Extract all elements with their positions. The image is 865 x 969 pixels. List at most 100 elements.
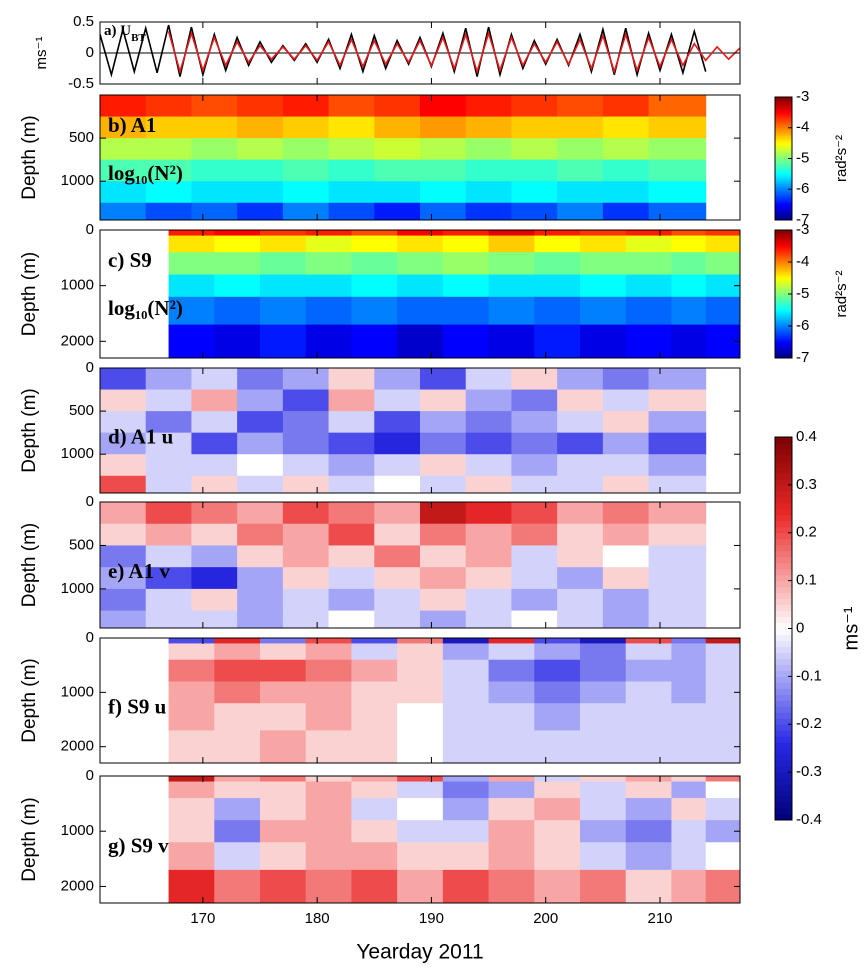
axes-frame <box>99 229 741 359</box>
colorbar-swatch <box>775 348 792 351</box>
colorbar-swatch <box>775 628 792 635</box>
cell <box>305 252 352 276</box>
colorbar-swatch <box>775 114 792 117</box>
colorbar-tick-label: -7 <box>796 211 809 228</box>
colorbar-swatch <box>775 574 792 582</box>
cell <box>580 798 627 821</box>
cell <box>282 389 330 412</box>
cell <box>100 202 147 221</box>
cell <box>305 638 352 644</box>
colorbar-swatch <box>775 290 792 293</box>
colorbar-swatch <box>775 562 792 570</box>
cell <box>557 588 604 612</box>
colorbar-swatch <box>775 484 792 492</box>
colorbar-swatch <box>775 350 792 353</box>
colorbar-swatch <box>775 108 792 111</box>
colorbar-swatch <box>775 123 792 127</box>
cell <box>145 454 192 477</box>
cell <box>648 138 707 161</box>
colorbar-swatch <box>775 230 792 233</box>
cell <box>602 202 650 221</box>
cell <box>100 432 147 455</box>
panel-label: log₁₀(N²) <box>108 161 183 185</box>
cell <box>625 235 672 253</box>
cell <box>328 545 375 568</box>
cell <box>488 842 535 871</box>
cell <box>534 274 581 298</box>
cell <box>374 523 421 546</box>
cell <box>100 523 147 546</box>
cell <box>328 202 375 221</box>
colorbar-swatch <box>775 784 792 791</box>
cell <box>397 659 444 682</box>
cell <box>511 368 558 391</box>
cell <box>397 274 444 298</box>
cell <box>191 588 238 612</box>
colorbar-swatch <box>775 322 792 325</box>
y-axis-label: Depth (m) <box>19 797 40 881</box>
colorbar-swatch <box>775 133 792 136</box>
colorbar-swatch <box>775 102 792 106</box>
cell <box>511 411 558 434</box>
cell <box>168 730 215 764</box>
cell <box>580 703 627 731</box>
cell <box>191 138 238 161</box>
cell <box>488 776 535 783</box>
cell <box>625 820 672 843</box>
cell <box>465 432 512 455</box>
colorbar-swatch <box>775 652 792 659</box>
cell <box>580 230 627 237</box>
cell <box>420 411 467 434</box>
colorbar-swatch <box>775 544 792 552</box>
y-axis-label: Depth (m) <box>19 388 40 472</box>
colorbar-swatch <box>775 234 792 237</box>
colorbar-swatch <box>775 196 792 200</box>
cell <box>260 730 307 764</box>
cell <box>465 502 512 525</box>
colorbar-swatch <box>775 164 792 167</box>
y-tick-label: 0 <box>86 767 94 784</box>
colorbar-swatch <box>775 202 792 206</box>
cell <box>648 588 707 612</box>
colorbar-swatch <box>775 354 792 357</box>
cell <box>420 95 467 118</box>
cell <box>214 776 261 783</box>
y-tick-label: 2000 <box>61 877 94 894</box>
cell <box>534 730 581 764</box>
cell <box>168 703 215 731</box>
cell <box>671 659 707 682</box>
y-axis-label: ms⁻¹ <box>33 37 50 70</box>
cell <box>260 842 307 871</box>
cell <box>625 230 672 237</box>
colorbar-tick-label: -3 <box>796 221 809 238</box>
colorbar-swatch <box>775 304 792 307</box>
y-tick-label: 1000 <box>61 277 94 294</box>
cell <box>511 159 558 182</box>
cell <box>168 659 215 682</box>
cell <box>534 235 581 253</box>
cell <box>214 730 261 764</box>
cell <box>602 610 650 629</box>
colorbar-swatch <box>775 171 792 175</box>
cell <box>511 432 558 455</box>
colorbar-tick-label: 0.1 <box>796 572 817 589</box>
cell <box>397 296 444 326</box>
cell <box>488 681 535 704</box>
cell <box>145 368 192 391</box>
cell <box>602 454 650 477</box>
cell <box>625 781 672 799</box>
cell <box>465 475 512 494</box>
colorbar-swatch <box>775 141 792 144</box>
cell <box>191 202 238 221</box>
cell <box>351 869 398 904</box>
cell <box>305 324 352 359</box>
cell <box>145 159 192 182</box>
x-tick-label: 200 <box>533 910 558 927</box>
cell <box>442 681 490 704</box>
cell <box>145 567 192 590</box>
cell <box>420 454 467 477</box>
cell <box>168 296 215 326</box>
cell <box>397 230 444 237</box>
colorbar-swatch <box>775 246 792 249</box>
cell <box>168 252 215 276</box>
